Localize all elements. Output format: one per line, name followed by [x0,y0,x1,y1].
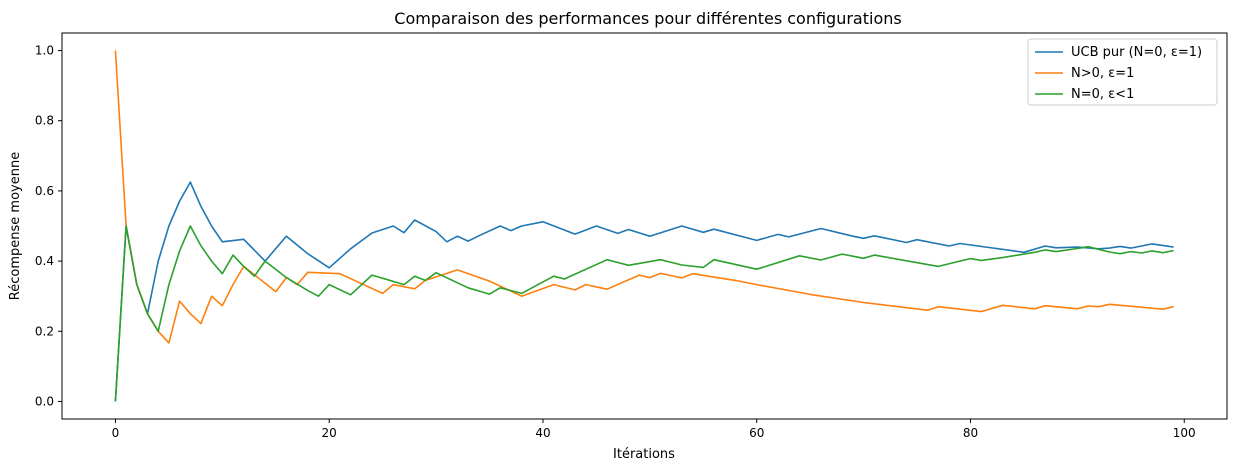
x-tick-label: 100 [1173,426,1196,440]
legend-label-n-positive: N>0, ε=1 [1071,66,1134,81]
series-line-epsilon [114,225,1174,402]
y-tick-label: 0.4 [35,254,54,268]
y-tick-label: 0.8 [35,114,54,128]
plot-frame [61,32,1228,420]
y-tick-label: 0.2 [35,324,54,338]
x-axis: 0 20 40 60 80 100 [112,419,1196,440]
series-layer [114,50,1174,402]
x-tick-label: 40 [535,426,550,440]
legend-label-ucb: UCB pur (N=0, ε=1) [1071,45,1202,60]
legend-box [1027,38,1218,106]
y-axis-label: Récompense moyenne [8,152,23,300]
x-axis-label: Itérations [613,447,675,462]
y-tick-label: 0.0 [35,394,54,408]
x-tick-label: 80 [963,426,978,440]
x-tick-label: 20 [322,426,337,440]
y-tick-label: 1.0 [35,44,54,58]
y-tick-label: 0.6 [35,184,54,198]
legend-label-epsilon: N=0, ε<1 [1071,87,1134,102]
x-tick-label: 0 [112,426,120,440]
y-axis: 0.0 0.2 0.4 0.6 0.8 1.0 [35,44,62,408]
legend: UCB pur (N=0, ε=1) N>0, ε=1 N=0, ε<1 [1027,38,1218,106]
x-tick-label: 60 [749,426,764,440]
chart-title: Comparaison des performances pour différ… [394,9,901,28]
series-line-n-positive [114,50,1174,344]
series-line-ucb [114,181,1174,402]
